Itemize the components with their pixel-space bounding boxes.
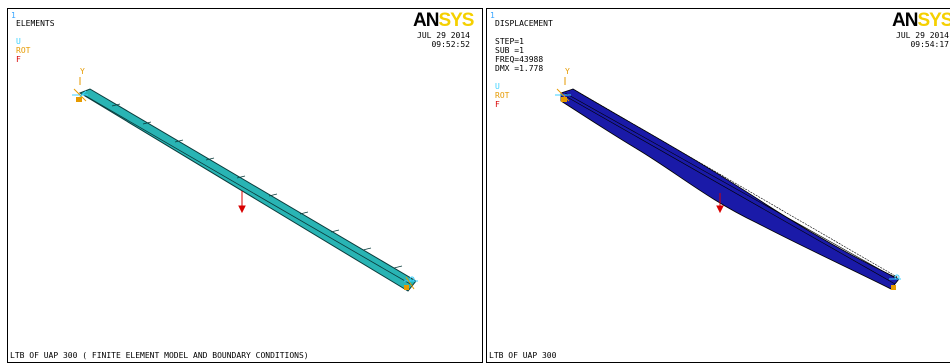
- elements-plot-window[interactable]: 1 ELEMENTS U ROT F ANSYS JUL 29 2014 09:…: [7, 8, 483, 363]
- logo-an: AN: [892, 10, 918, 31]
- legend-u: U: [16, 37, 21, 46]
- logo-an: AN: [413, 10, 439, 31]
- plot-date: JUL 29 2014: [896, 31, 949, 40]
- plot-time: 09:52:52: [431, 40, 470, 49]
- mesh-divisions: [111, 103, 403, 269]
- left-support-symbol: [72, 77, 88, 102]
- step-label: STEP=1: [495, 37, 524, 46]
- deformed-mesh-lines: [564, 92, 898, 285]
- right-support-symbol: [889, 274, 901, 290]
- logo-sys: SYS: [438, 10, 474, 31]
- ansys-logo: ANSYS: [413, 10, 474, 31]
- plot-caption: LTB OF UAP 300: [489, 351, 557, 360]
- plot-title: DISPLACEMENT: [495, 19, 553, 28]
- logo-sys: SYS: [917, 10, 950, 31]
- plot-title: ELEMENTS: [16, 19, 55, 28]
- legend-rot: ROT: [16, 46, 31, 55]
- legend-f: F: [495, 100, 500, 109]
- window-number: 1: [490, 11, 495, 20]
- right-support-symbol: [404, 276, 418, 290]
- displacement-graphics-area[interactable]: [487, 9, 950, 363]
- plot-time: 09:54:17: [910, 40, 949, 49]
- sub-label: SUB =1: [495, 46, 524, 55]
- left-support-symbol: [555, 77, 571, 102]
- legend-u: U: [495, 82, 500, 91]
- legend-rot: ROT: [495, 91, 510, 100]
- dmx-label: DMX =1.778: [495, 64, 544, 73]
- displacement-plot-window[interactable]: 1 DISPLACEMENT STEP=1 SUB =1 FREQ=43988 …: [486, 8, 950, 363]
- freq-label: FREQ=43988: [495, 55, 544, 64]
- ansys-logo: ANSYS: [892, 11, 950, 30]
- beam-centerline: [83, 94, 413, 286]
- plot-caption: LTB OF UAP 300 ( FINITE ELEMENT MODEL AN…: [10, 351, 309, 360]
- elements-graphics-area[interactable]: [8, 9, 483, 363]
- axis-label-y: Y: [80, 67, 85, 76]
- window-number: 1: [11, 11, 16, 20]
- deformed-beam: [560, 88, 900, 290]
- plot-date: JUL 29 2014: [417, 31, 470, 40]
- legend-f: F: [16, 55, 21, 64]
- load-arrow-icon: [716, 193, 724, 214]
- load-arrow-icon: [238, 191, 246, 214]
- axis-label-y: Y: [565, 67, 570, 76]
